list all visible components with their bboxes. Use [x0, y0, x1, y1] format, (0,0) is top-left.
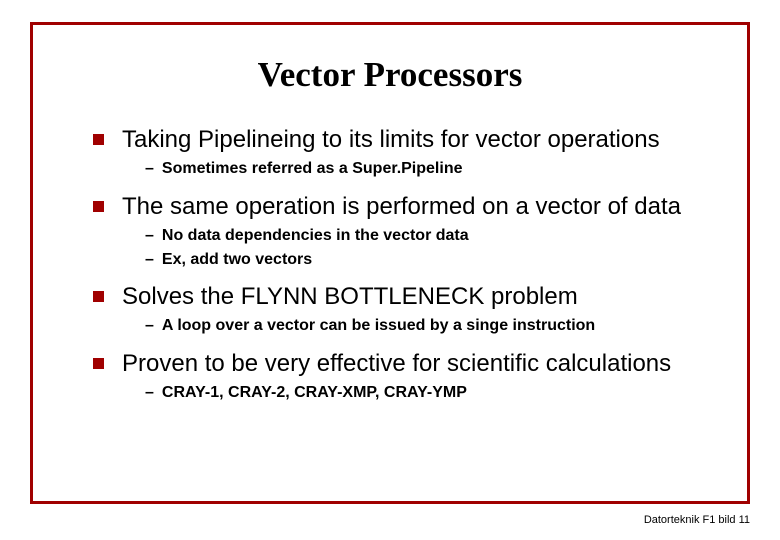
- slide-footer: Datorteknik F1 bild 11: [644, 514, 750, 526]
- dash-icon: –: [145, 250, 154, 271]
- slide-title: Vector Processors: [33, 55, 747, 95]
- sub-bullet-item: – No data dependencies in the vector dat…: [145, 226, 711, 247]
- bullet-item: Proven to be very effective for scientif…: [93, 349, 711, 379]
- bullet-item: Taking Pipelineing to its limits for vec…: [93, 125, 711, 155]
- slide-frame: Vector Processors Taking Pipelineing to …: [30, 22, 750, 504]
- dash-icon: –: [145, 383, 154, 404]
- square-bullet-icon: [93, 358, 104, 369]
- sub-bullet-text: Ex, add two vectors: [162, 250, 312, 271]
- bullet-item: The same operation is performed on a vec…: [93, 192, 711, 222]
- bullet-group: Solves the FLYNN BOTTLENECK problem – A …: [93, 282, 711, 337]
- bullet-text: Proven to be very effective for scientif…: [122, 349, 671, 379]
- sub-bullet-text: Sometimes referred as a Super.Pipeline: [162, 159, 463, 180]
- sub-bullet-item: – Ex, add two vectors: [145, 250, 711, 271]
- sub-bullet-text: CRAY-1, CRAY-2, CRAY-XMP, CRAY-YMP: [162, 383, 467, 404]
- bullet-group: Taking Pipelineing to its limits for vec…: [93, 125, 711, 180]
- square-bullet-icon: [93, 291, 104, 302]
- sub-bullet-text: A loop over a vector can be issued by a …: [162, 316, 595, 337]
- bullet-text: Taking Pipelineing to its limits for vec…: [122, 125, 660, 155]
- bullet-text: Solves the FLYNN BOTTLENECK problem: [122, 282, 578, 312]
- bullet-item: Solves the FLYNN BOTTLENECK problem: [93, 282, 711, 312]
- slide-content: Taking Pipelineing to its limits for vec…: [33, 125, 747, 426]
- sub-bullet-item: – CRAY-1, CRAY-2, CRAY-XMP, CRAY-YMP: [145, 383, 711, 404]
- square-bullet-icon: [93, 201, 104, 212]
- bullet-group: Proven to be very effective for scientif…: [93, 349, 711, 404]
- sub-bullet-text: No data dependencies in the vector data: [162, 226, 469, 247]
- bullet-text: The same operation is performed on a vec…: [122, 192, 681, 222]
- dash-icon: –: [145, 159, 154, 180]
- square-bullet-icon: [93, 134, 104, 145]
- dash-icon: –: [145, 226, 154, 247]
- sub-bullet-item: – Sometimes referred as a Super.Pipeline: [145, 159, 711, 180]
- dash-icon: –: [145, 316, 154, 337]
- bullet-group: The same operation is performed on a vec…: [93, 192, 711, 271]
- sub-bullet-item: – A loop over a vector can be issued by …: [145, 316, 711, 337]
